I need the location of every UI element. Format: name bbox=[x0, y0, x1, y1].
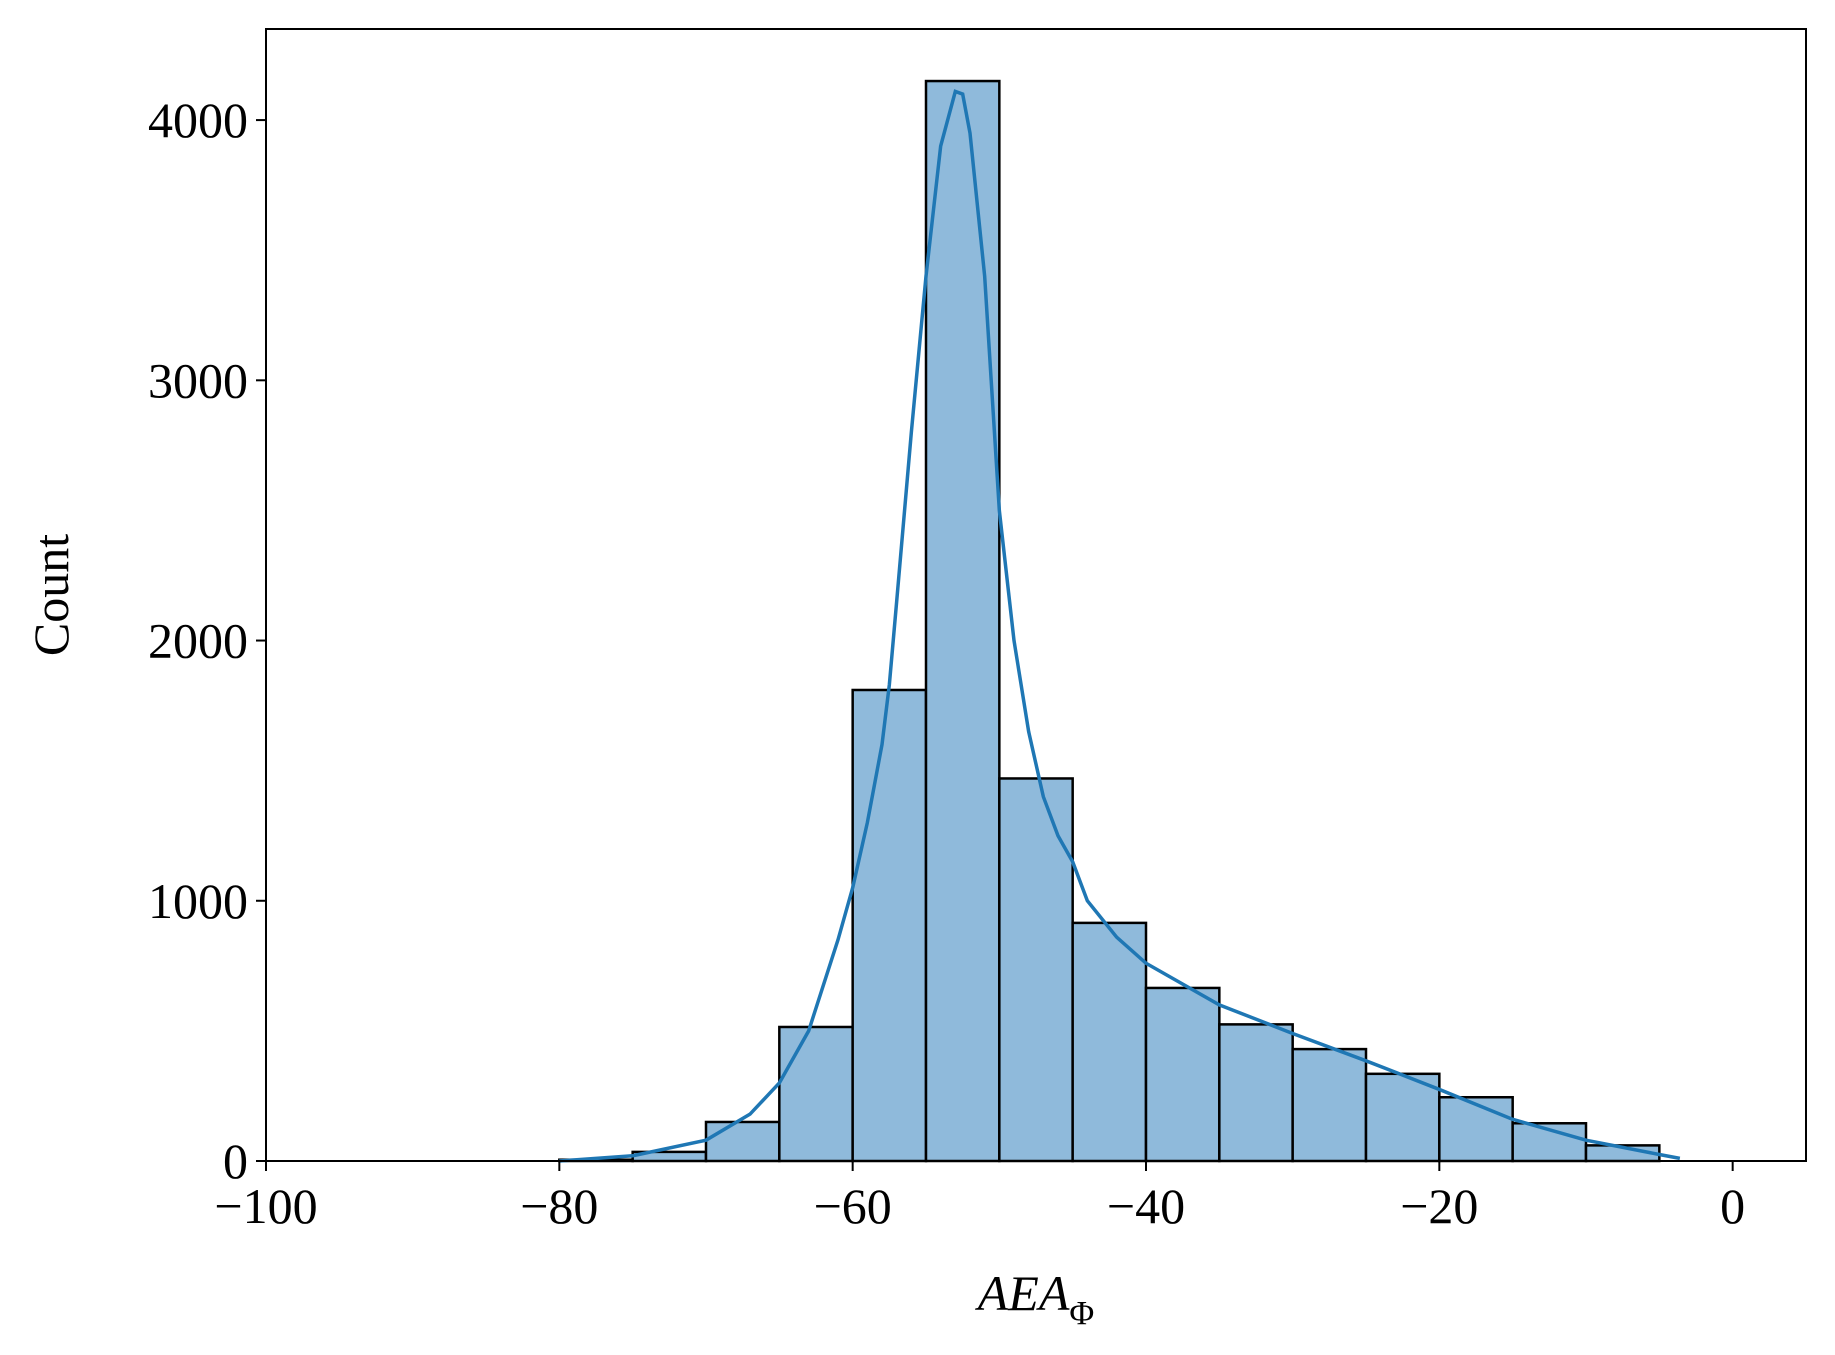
bar bbox=[1218, 1023, 1294, 1163]
kde-line bbox=[559, 89, 1681, 1163]
bar bbox=[1071, 921, 1148, 1163]
x-tick-label: −20 bbox=[1400, 1178, 1478, 1234]
x-tick-label: −40 bbox=[1107, 1178, 1185, 1234]
bar bbox=[1438, 1095, 1514, 1163]
bar bbox=[998, 777, 1074, 1163]
bar bbox=[851, 688, 928, 1163]
y-tick-label: 4000 bbox=[148, 92, 248, 148]
x-axis-label: AEAΦ bbox=[975, 1265, 1095, 1332]
x-tick-label: −60 bbox=[814, 1178, 892, 1234]
y-tick-label: 2000 bbox=[148, 613, 248, 669]
x-tick-label: 0 bbox=[1720, 1178, 1745, 1234]
plot-frame bbox=[265, 28, 1807, 1162]
y-axis-label: Count bbox=[23, 534, 79, 656]
bar bbox=[778, 1025, 854, 1163]
bar bbox=[1144, 986, 1221, 1163]
x-tick-label: −100 bbox=[214, 1178, 317, 1234]
y-tick-label: 0 bbox=[223, 1133, 248, 1189]
bar bbox=[1291, 1047, 1368, 1163]
bar bbox=[924, 79, 1001, 1163]
bar bbox=[1364, 1072, 1441, 1163]
x-tick-label: −80 bbox=[520, 1178, 598, 1234]
y-tick-label: 3000 bbox=[148, 352, 248, 408]
bar bbox=[704, 1120, 781, 1163]
x-axis-label-main: AEA bbox=[975, 1265, 1070, 1321]
x-axis-label-sub: Φ bbox=[1069, 1295, 1094, 1332]
y-tick-label: 1000 bbox=[148, 873, 248, 929]
